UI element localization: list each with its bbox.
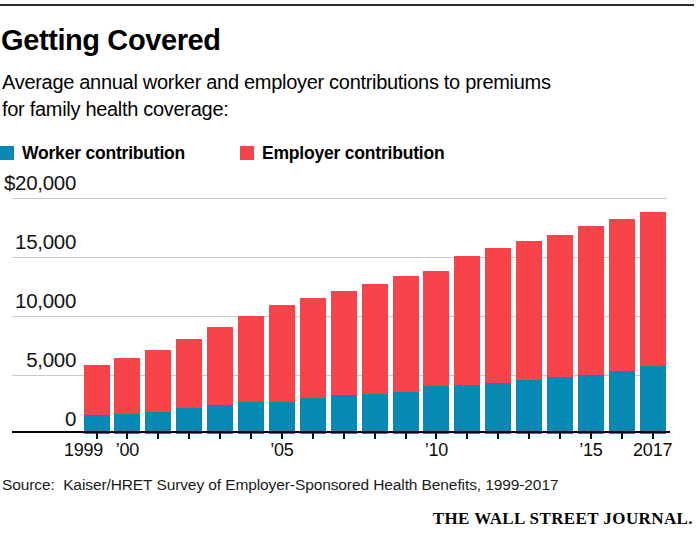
subtitle-line-2: for family health coverage: [2, 98, 228, 120]
bar-2008-worker [362, 394, 388, 434]
bar-1999-employer [84, 365, 110, 415]
y-axis-label-15000: 15,000 [0, 231, 76, 253]
bar-2003-employer [207, 327, 233, 406]
top-rule [0, 4, 694, 6]
bar-2006-employer [300, 298, 326, 398]
bar-2006-worker [300, 398, 326, 433]
x-axis-tick-2016 [621, 433, 623, 439]
x-axis-tick-2008 [374, 433, 376, 439]
bar-2014-employer [547, 235, 573, 377]
x-axis-tick-2015 [590, 433, 592, 439]
employer-legend-label: Employer contribution [262, 143, 444, 164]
bar-2002-employer [176, 339, 202, 408]
x-axis-tick-2009 [405, 433, 407, 439]
bar-2010-employer [423, 271, 449, 386]
stacked-bar-plot-area [12, 198, 670, 434]
subtitle-line-1: Average annual worker and employer contr… [2, 71, 551, 93]
y-axis-label-10000: 10,000 [0, 290, 76, 312]
bar-2011-worker [454, 385, 480, 434]
bar-2009-employer [393, 276, 419, 392]
y-axis-label-20000: $20,000 [0, 172, 76, 194]
x-axis-baseline [12, 431, 670, 434]
bar-2017-employer [640, 212, 666, 366]
bar-2005-worker [269, 402, 295, 434]
bar-2015-employer [578, 226, 604, 375]
bar-2013-employer [516, 241, 542, 380]
bar-2015-worker [578, 375, 604, 433]
gridline-20000 [12, 198, 667, 199]
x-axis-label-1999: 1999 [64, 441, 103, 459]
bar-2007-worker [331, 395, 357, 434]
worker-legend-label: Worker contribution [22, 143, 185, 164]
bar-2013-worker [516, 380, 542, 434]
bar-2005-employer [269, 305, 295, 401]
wsj-chart-card: Getting Covered Average annual worker an… [0, 0, 696, 533]
bar-2000-employer [114, 358, 140, 415]
legend-item-employer: Employer contribution [240, 145, 444, 161]
y-axis-label-5000: 5,000 [0, 349, 76, 371]
x-axis-tick-1999 [96, 433, 98, 439]
x-axis-tick-2005 [281, 433, 283, 439]
x-axis-tick-2012 [497, 433, 499, 439]
x-axis-tick-2003 [219, 433, 221, 439]
bar-2004-employer [238, 316, 264, 402]
x-axis-label-2005: ’05 [270, 441, 293, 459]
x-axis-label-2017: 2017 [633, 441, 672, 459]
bar-2012-employer [485, 248, 511, 383]
x-axis-tick-2007 [343, 433, 345, 439]
worker-legend-swatch-icon [0, 146, 14, 160]
source-note: Source: Kaiser/HRET Survey of Employer-S… [2, 476, 558, 494]
chart-subtitle: Average annual worker and employer contr… [2, 69, 682, 122]
x-axis-tick-2006 [312, 433, 314, 439]
y-axis-label-0: 0 [0, 408, 76, 430]
bar-2009-worker [393, 392, 419, 433]
bar-2007-employer [331, 291, 357, 395]
x-axis-label-2010: ’10 [425, 441, 448, 459]
x-axis-tick-2014 [559, 433, 561, 439]
bar-2010-worker [423, 386, 449, 433]
employer-legend-swatch-icon [240, 146, 254, 160]
wsj-logotype: THE WALL STREET JOURNAL. [433, 509, 693, 529]
chart-title: Getting Covered [1, 26, 221, 55]
x-axis-tick-2011 [466, 433, 468, 439]
bar-2004-worker [238, 402, 264, 433]
bar-2001-employer [145, 350, 171, 412]
bar-2016-employer [609, 219, 635, 371]
x-axis-label-2000: ’00 [116, 441, 139, 459]
x-axis-tick-2001 [157, 433, 159, 439]
bar-2003-worker [207, 405, 233, 433]
bar-2011-employer [454, 256, 480, 385]
x-axis-tick-2010 [435, 433, 437, 439]
bar-2017-worker [640, 366, 666, 433]
x-axis-tick-2013 [528, 433, 530, 439]
bar-2008-employer [362, 284, 388, 394]
x-axis-tick-2002 [188, 433, 190, 439]
legend-item-worker: Worker contribution [0, 145, 185, 161]
x-axis-tick-2004 [250, 433, 252, 439]
bar-2016-worker [609, 371, 635, 433]
x-axis-label-2015: ’15 [579, 441, 602, 459]
x-axis-tick-2017 [652, 433, 654, 439]
bar-2012-worker [485, 383, 511, 434]
x-axis-tick-2000 [126, 433, 128, 439]
bar-2014-worker [547, 377, 573, 434]
